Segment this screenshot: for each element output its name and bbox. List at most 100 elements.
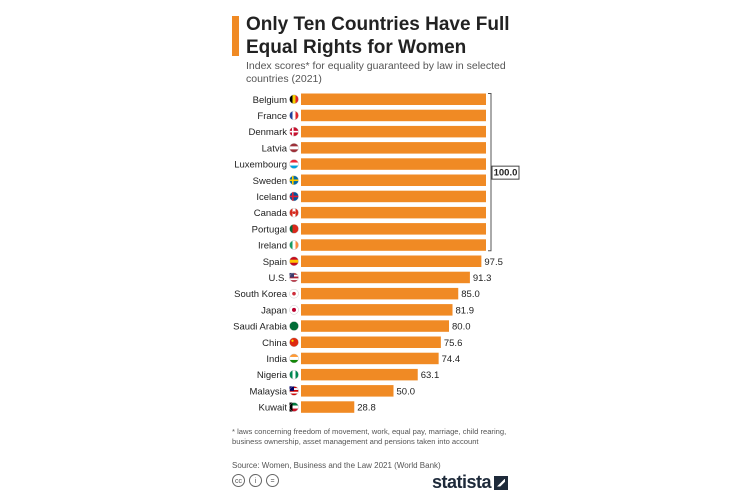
bar-denmark (301, 125, 486, 138)
flag-outline (289, 240, 299, 250)
flag-outline (289, 126, 299, 137)
bar-malaysia (301, 385, 394, 397)
bar-kuwait (301, 401, 355, 413)
flag-outline (289, 402, 299, 412)
bar-japan (301, 304, 453, 316)
flag-cross (289, 130, 299, 133)
flag-cross (289, 179, 299, 182)
value-label: 74.4 (442, 354, 461, 365)
bar-canada (301, 206, 486, 219)
category-label: Malaysia (250, 386, 288, 397)
license-icons: cc i = (232, 474, 279, 487)
flag-outline (289, 353, 299, 364)
value-label: 63.1 (421, 370, 440, 381)
flag-outline (289, 159, 299, 169)
bar-u-s- (301, 271, 470, 284)
flag-outline (289, 288, 299, 299)
bar-india (301, 352, 439, 365)
flag-be-icon (289, 94, 299, 104)
title-accent-bar (232, 16, 239, 56)
flag-sa-icon (289, 321, 299, 331)
bar-france (301, 109, 486, 122)
source-note: Source: Women, Business and the Law 2021… (232, 461, 441, 470)
bar-belgium (301, 93, 486, 105)
category-label: Latvia (262, 143, 288, 154)
flag-outline (289, 305, 299, 315)
flag-fr-icon (289, 110, 299, 120)
category-label: Canada (254, 208, 288, 219)
bar-china (301, 336, 441, 348)
flag-outline (289, 143, 299, 153)
category-label: Iceland (256, 192, 287, 203)
value-label: 75.6 (444, 338, 463, 349)
flag-outline (289, 321, 299, 331)
no-derivatives-icon: = (266, 474, 279, 487)
chart-subtitle: Index scores* for equality guaranteed by… (246, 60, 506, 85)
value-label: 81.9 (456, 305, 475, 316)
bar-latvia (301, 142, 486, 154)
flag-outline (289, 386, 299, 396)
category-label: U.S. (269, 273, 287, 284)
bar-luxembourg (301, 158, 486, 170)
flag-outline (289, 110, 299, 121)
footnote: * laws concerning freedom of movement, w… (232, 427, 507, 446)
category-label: China (262, 338, 288, 349)
flag-canton (289, 272, 294, 278)
flag-cn-icon (289, 337, 299, 347)
category-label: Belgium (253, 95, 287, 106)
flag-cross (289, 195, 299, 198)
bar-spain (301, 255, 482, 267)
flag-in-icon (289, 353, 299, 363)
bar-portugal (301, 223, 486, 235)
statista-logo: statista (432, 472, 509, 493)
bar-saudi-arabia (301, 320, 449, 332)
category-label: Sweden (253, 176, 287, 187)
flag-outline (289, 207, 299, 218)
flag-ie-icon (289, 240, 299, 250)
brand-name: statista (432, 472, 492, 492)
bar-south-korea (301, 287, 459, 300)
category-label: India (266, 354, 287, 365)
flag-lv-icon (289, 143, 299, 153)
attribution-icon: i (249, 474, 262, 487)
value-label: 28.8 (357, 403, 376, 414)
flag-leaf (292, 211, 296, 215)
flag-es-icon (289, 256, 299, 266)
category-label: Portugal (252, 224, 287, 235)
flag-star (291, 339, 294, 342)
category-label: France (257, 111, 287, 122)
group-label-box (491, 165, 520, 180)
flag-outline (289, 94, 299, 104)
category-label: Nigeria (257, 370, 288, 381)
bar-nigeria (301, 368, 418, 381)
flag-outline (289, 272, 299, 283)
flag-outline (289, 256, 299, 266)
flag-disc (292, 307, 296, 312)
chart-title: Only Ten Countries Have Full Equal Right… (246, 14, 510, 58)
flag-trapezoid (289, 402, 293, 412)
category-label: Luxembourg (234, 160, 287, 171)
flag-pt-icon (289, 224, 299, 234)
bar-sweden (301, 174, 486, 186)
category-label: Saudi Arabia (233, 322, 288, 333)
flag-kw-icon (289, 402, 299, 412)
category-label: Kuwait (258, 403, 287, 414)
flag-outline (289, 224, 299, 234)
flag-outline (289, 337, 299, 347)
flag-outline (289, 191, 299, 202)
category-label: Spain (263, 257, 287, 268)
value-label: 97.5 (484, 257, 503, 268)
category-label: Japan (261, 305, 287, 316)
group-bracket (488, 93, 492, 252)
value-label: 50.0 (397, 386, 416, 397)
bar-ireland (301, 239, 486, 251)
category-label: Ireland (258, 241, 287, 252)
flag-outline (289, 175, 299, 185)
flag-lu-icon (289, 159, 299, 169)
value-label: 80.0 (452, 322, 471, 333)
flag-disc (292, 291, 296, 296)
brand-mark-icon (494, 475, 509, 490)
category-label: South Korea (234, 289, 288, 300)
